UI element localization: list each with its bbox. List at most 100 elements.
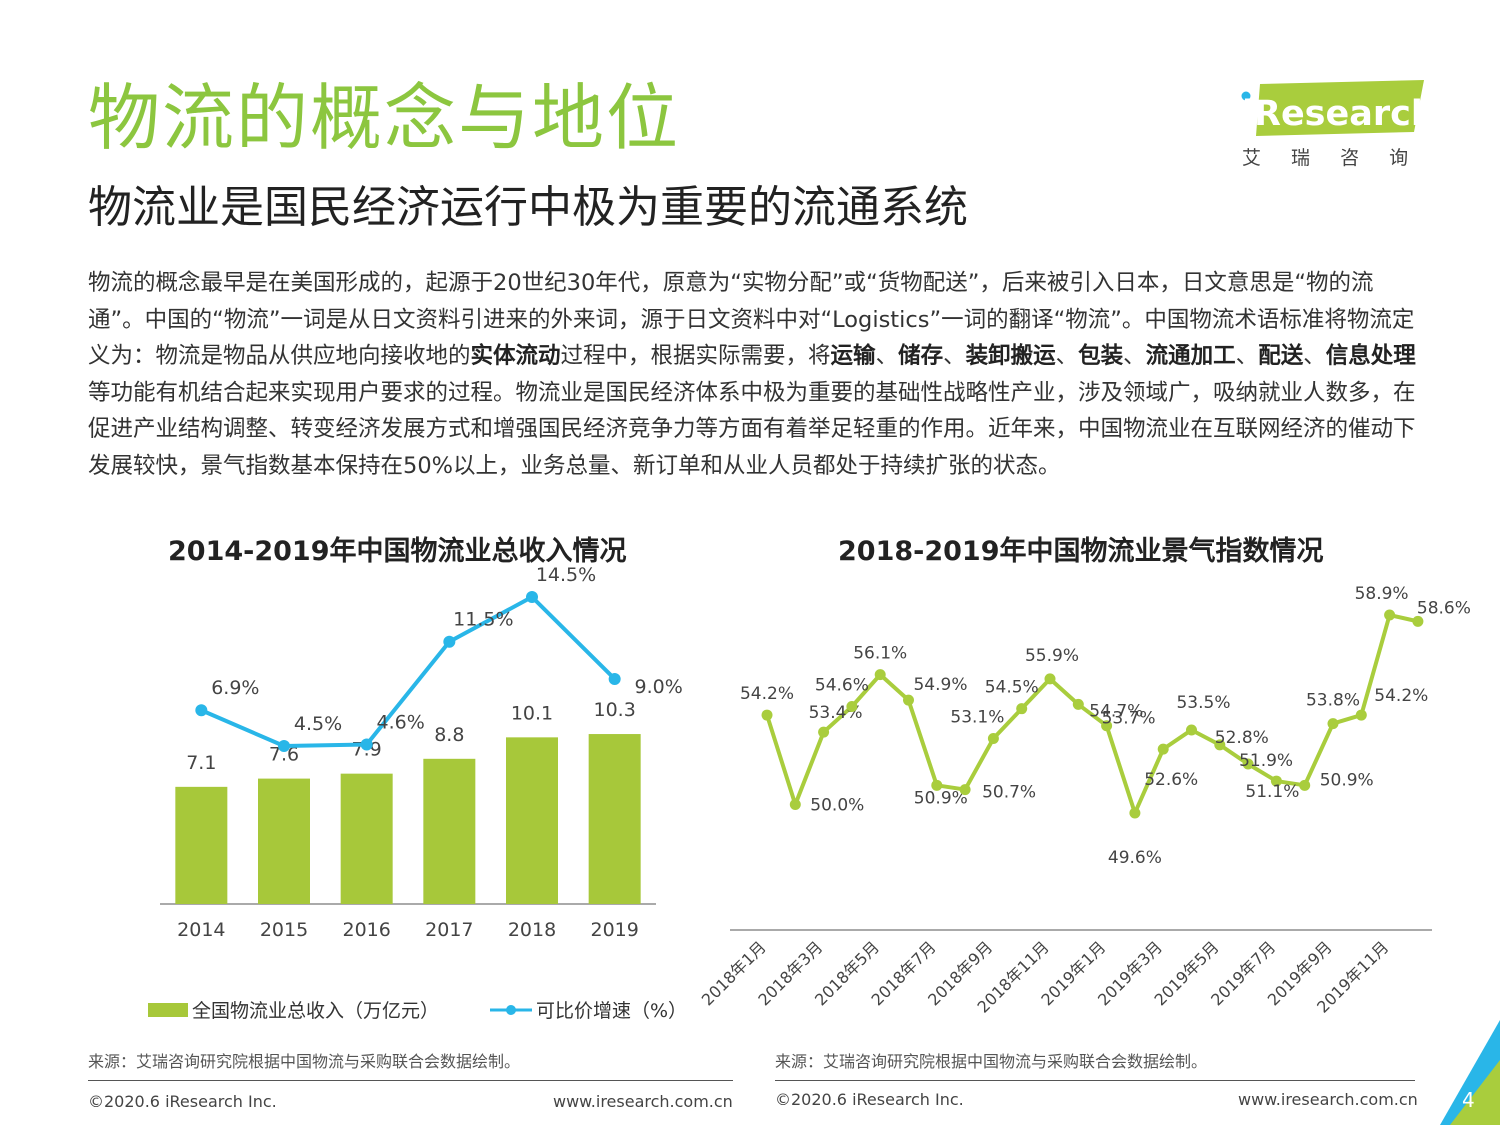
- index-label-22: 58.9%: [1355, 584, 1409, 604]
- legend-bar-swatch: [148, 1002, 188, 1017]
- bar-2017: [423, 758, 476, 904]
- legend-line-swatch: [490, 1004, 532, 1015]
- index-point-10: [1044, 673, 1056, 685]
- paragraph-keyword: 配送: [1258, 343, 1304, 369]
- paragraph-text: 、: [1235, 343, 1259, 369]
- url-right[interactable]: www.iresearch.com.cn: [1238, 1090, 1418, 1109]
- source-right: 来源：艾瑞咨询研究院根据中国物流与采购联合会数据绘制。: [775, 1052, 1208, 1071]
- index-label-3: 54.6%: [815, 676, 869, 696]
- index-label-6: 50.9%: [914, 788, 968, 808]
- index-label-18: 51.1%: [1245, 782, 1299, 802]
- index-point-15: [1186, 724, 1197, 736]
- index-point-22: [1384, 609, 1396, 621]
- growth-point-2018: [526, 591, 538, 603]
- page-title: 物流的概念与地位: [88, 76, 681, 160]
- logo-banner: [1256, 80, 1424, 136]
- index-point-6: [931, 779, 943, 791]
- logo-cn-text: 艾 瑞 咨 询: [1242, 147, 1420, 169]
- index-label-16: 52.8%: [1215, 728, 1269, 748]
- growth-point-2019: [608, 672, 621, 685]
- bar-label-2017: 8.8: [434, 724, 464, 746]
- paragraph-text: 、: [1055, 343, 1079, 369]
- x-tick-2018: 2018: [508, 919, 556, 941]
- index-label-1: 50.0%: [810, 795, 864, 815]
- growth-line: [200, 594, 617, 749]
- index-point-14: [1157, 743, 1169, 755]
- index-label-20: 53.8%: [1306, 691, 1360, 711]
- bar-2019: [588, 734, 641, 904]
- x-tick-2016: 2016: [342, 919, 390, 941]
- x-tick-2019: 2019: [590, 919, 638, 941]
- paragraph-keyword: 信息处理: [1325, 343, 1416, 369]
- growth-label-2017: 11.5%: [453, 609, 513, 631]
- index-point-18: [1270, 775, 1282, 787]
- index-point-13: [1129, 807, 1141, 819]
- x-tick-2014: 2014: [177, 919, 225, 941]
- index-point-21: [1355, 709, 1367, 721]
- paragraph-text: 、: [875, 343, 899, 369]
- index-label-9: 54.5%: [985, 678, 1039, 698]
- logo-brand-text: iResearch: [1242, 94, 1426, 134]
- x-tick-2017: 2017: [425, 919, 473, 941]
- index-label-21: 54.2%: [1374, 686, 1428, 706]
- paragraph-text: 等功能有机结合起来实现用户要求的过程。物流业是国民经济体系中极为重要的基础性战略…: [88, 379, 1416, 479]
- footer-divider-right: [775, 1080, 1415, 1081]
- bar-label-2019: 10.3: [594, 699, 636, 721]
- index-label-0: 54.2%: [740, 684, 794, 704]
- paragraph-keyword: 实体流动: [470, 343, 561, 369]
- copyright-right: ©2020.6 iResearch Inc.: [775, 1090, 964, 1109]
- bar-2014: [175, 786, 228, 904]
- index-point-11: [1072, 698, 1084, 710]
- growth-label-2016: 4.6%: [377, 712, 425, 734]
- index-point-2: [818, 726, 830, 738]
- paragraph-text: 、: [943, 343, 966, 369]
- legend-line: 可比价增速（%）: [490, 996, 687, 1023]
- index-label-8: 53.1%: [950, 707, 1004, 727]
- chart-right-title: 2018-2019年中国物流业景气指数情况: [838, 536, 1324, 567]
- paragraph-keyword: 装卸搬运: [965, 343, 1056, 369]
- index-label-10: 55.9%: [1025, 646, 1079, 666]
- index-point-5: [903, 694, 914, 706]
- index-label-13: 49.6%: [1108, 848, 1162, 868]
- legend-line-label: 可比价增速（%）: [536, 1000, 688, 1022]
- index-label-15: 53.5%: [1176, 693, 1230, 713]
- page-number: 4: [1462, 1088, 1475, 1112]
- index-label-23: 58.6%: [1417, 598, 1471, 618]
- index-point-17: [1242, 758, 1254, 770]
- index-point-7: [959, 784, 971, 796]
- legend-bar-label: 全国物流业总收入（万亿元）: [192, 1000, 440, 1022]
- revenue-chart: 7.120147.620157.920168.8201710.1201810.3…: [160, 564, 683, 941]
- prosperity-index-chart: 54.2%50.0%53.4%54.6%56.1%54.9%50.9% 50.7%…: [700, 584, 1471, 1017]
- chart-left-title: 2014-2019年中国物流业总收入情况: [168, 536, 627, 567]
- legend-bar: 全国物流业总收入（万亿元）: [148, 996, 439, 1023]
- bar-label-2015: 7.6: [269, 744, 299, 766]
- copyright-left: ©2020.6 iResearch Inc.: [88, 1092, 277, 1111]
- growth-label-2015: 4.5%: [294, 713, 342, 735]
- growth-point-2016: [360, 738, 373, 751]
- index-point-8: [987, 732, 999, 744]
- index-label-5: 54.9%: [913, 675, 967, 695]
- index-point-9: [1016, 703, 1028, 715]
- bar-2015: [258, 778, 310, 904]
- index-point-23: [1412, 615, 1424, 627]
- growth-label-2019: 9.0%: [635, 676, 683, 698]
- page-subtitle: 物流业是国民经济运行中极为重要的流通系统: [88, 182, 968, 233]
- index-point-3: [846, 701, 858, 713]
- paragraph-text: 、: [1303, 343, 1326, 369]
- growth-label-2014: 6.9%: [211, 677, 259, 699]
- paragraph-keyword: 流通加工: [1145, 343, 1236, 369]
- index-point-20: [1327, 718, 1339, 730]
- growth-point-2014: [195, 704, 208, 717]
- index-label-17: 51.9%: [1239, 751, 1293, 771]
- intro-paragraph: 物流的概念最早是在美国形成的，起源于20世纪30年代，原意为“实物分配”或“货物…: [88, 265, 1428, 484]
- bar-2016: [340, 773, 393, 904]
- index-point-16: [1214, 739, 1226, 751]
- bar-2018: [506, 737, 558, 904]
- index-label-4: 56.1%: [853, 644, 907, 664]
- index-label-7: 50.7%: [982, 783, 1036, 803]
- index-label-14: 52.6%: [1144, 770, 1198, 790]
- paragraph-text: 、: [1123, 343, 1146, 369]
- url-left[interactable]: www.iresearch.com.cn: [553, 1092, 733, 1111]
- logo-dot: [1241, 91, 1251, 101]
- paragraph-keyword: 包装: [1078, 343, 1124, 369]
